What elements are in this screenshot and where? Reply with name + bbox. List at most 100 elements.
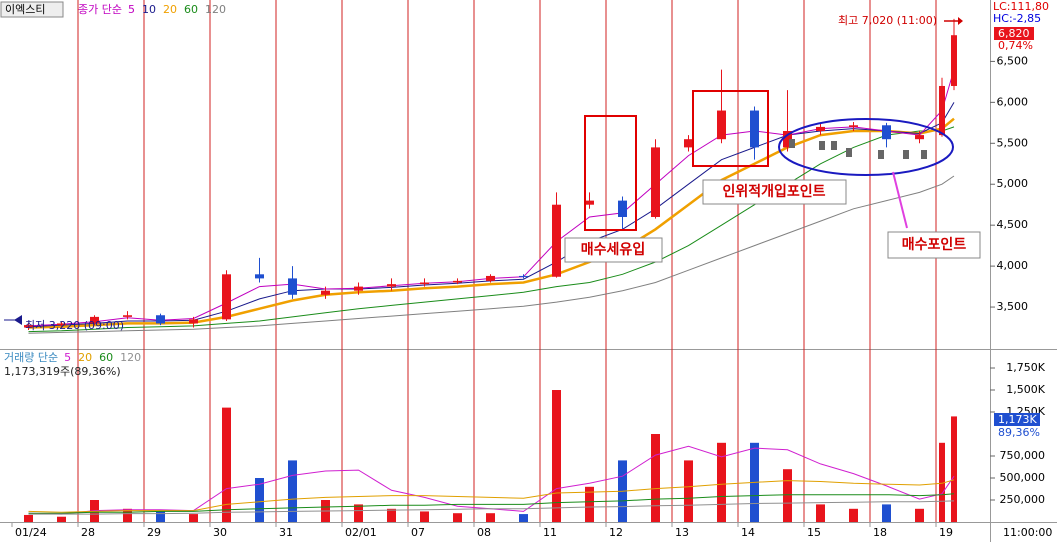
candle-body bbox=[387, 284, 396, 287]
legend-entry: 5 bbox=[64, 351, 71, 364]
volume-bar bbox=[519, 514, 528, 522]
candle-body bbox=[222, 274, 231, 320]
volume-ma-line bbox=[28, 500, 955, 515]
volume-bar bbox=[354, 504, 363, 522]
ma-line bbox=[28, 69, 955, 327]
annotation-label-box bbox=[564, 237, 663, 263]
legend-entry: 120 bbox=[120, 351, 141, 364]
y-tick-label: 4,000 bbox=[997, 259, 1029, 272]
volume-bar bbox=[486, 513, 495, 522]
info-label: HC:-2,85 bbox=[993, 12, 1041, 25]
candle-body bbox=[684, 139, 693, 148]
volume-bar bbox=[123, 508, 132, 522]
x-tick-label: 30 bbox=[213, 526, 227, 539]
last-price-box bbox=[994, 27, 1034, 40]
candle-body bbox=[939, 85, 945, 136]
legend-entry: 10 bbox=[142, 3, 156, 16]
volume-bar bbox=[222, 407, 231, 522]
last-volume-label: 1,173K bbox=[998, 413, 1037, 426]
annotation-label: 인위적개입포인트 bbox=[722, 183, 825, 200]
x-tick-label: 31 bbox=[279, 526, 293, 539]
y-tick-label: 5,500 bbox=[997, 136, 1029, 149]
last-volume-box bbox=[994, 413, 1040, 426]
candle-body bbox=[519, 275, 528, 277]
day-separators bbox=[11, 0, 937, 527]
volume-bar bbox=[783, 469, 792, 522]
x-tick-label: 08 bbox=[477, 526, 491, 539]
volume-bar bbox=[453, 513, 462, 522]
y-tick-label: 1,750K bbox=[1006, 361, 1045, 374]
y-tick-label: 6,000 bbox=[997, 95, 1029, 108]
candle-body bbox=[288, 278, 297, 295]
candle-body bbox=[453, 280, 462, 283]
candle-body bbox=[57, 323, 66, 326]
x-tick-label: 18 bbox=[873, 526, 887, 539]
volume-bar bbox=[882, 504, 891, 522]
high-label: 최고 7,020 (11:00) bbox=[838, 14, 937, 27]
volume-bar bbox=[684, 460, 693, 522]
candle-body bbox=[618, 200, 627, 217]
y-tick-label: 250,000 bbox=[1000, 493, 1046, 506]
hand-icons bbox=[789, 139, 927, 159]
y-tick-label: 750,000 bbox=[1000, 449, 1046, 462]
candle-body bbox=[849, 125, 858, 127]
volume-bar bbox=[849, 508, 858, 522]
time-label: 11:00:00 bbox=[1003, 526, 1052, 539]
ma-line bbox=[28, 102, 955, 328]
chart-title: 이엑스티 bbox=[5, 3, 45, 16]
legend-entry: 60 bbox=[184, 3, 198, 16]
candle-body bbox=[552, 204, 561, 277]
candle-body bbox=[915, 135, 924, 140]
y-tick-label: 4,500 bbox=[997, 218, 1029, 231]
legend-entry: 5 bbox=[128, 3, 135, 16]
candle-body bbox=[651, 147, 660, 217]
x-tick-label: 14 bbox=[741, 526, 755, 539]
x-tick-label: 12 bbox=[609, 526, 623, 539]
low-label: 최저 3,220 (09:00) bbox=[25, 319, 124, 332]
volume-bar bbox=[288, 460, 297, 522]
candle-body bbox=[717, 110, 726, 140]
candle-body bbox=[420, 282, 429, 285]
candle-body bbox=[24, 325, 33, 328]
ma-line bbox=[28, 175, 955, 334]
legend-entry: 120 bbox=[205, 3, 226, 16]
volume-ma-line bbox=[28, 493, 955, 514]
annotation-label: 매수세유입 bbox=[581, 242, 645, 258]
x-tick-label: 07 bbox=[411, 526, 425, 539]
volume-bar bbox=[387, 508, 396, 522]
volume-bar bbox=[552, 390, 561, 522]
annotation-label-box bbox=[887, 231, 981, 259]
y-tick-label: 500,000 bbox=[1000, 471, 1046, 484]
candle-body bbox=[951, 35, 957, 86]
candle-body bbox=[585, 200, 594, 205]
y-tick-label: 1,500K bbox=[1006, 383, 1045, 396]
volume-ma-line bbox=[28, 479, 955, 513]
volume-bar bbox=[420, 511, 429, 522]
legend-entry: 20 bbox=[163, 3, 177, 16]
candle-body bbox=[354, 286, 363, 291]
volume-bar bbox=[156, 511, 165, 522]
annotation-box bbox=[692, 90, 769, 167]
candle-body bbox=[486, 275, 495, 281]
candle-body bbox=[750, 110, 759, 148]
candle-body bbox=[123, 315, 132, 317]
y-tick-label: 3,500 bbox=[997, 300, 1029, 313]
candle-body bbox=[189, 319, 198, 324]
y-tick-label: 6,500 bbox=[997, 54, 1029, 67]
last-change-label: 0,74% bbox=[998, 39, 1033, 52]
marks: 01/24 28 29 30 31 02/01 07 08 11 12 13 14 15 18 19 3,50… bbox=[15, 18, 1046, 539]
x-tick-label: 15 bbox=[807, 526, 821, 539]
legend-entry: 60 bbox=[99, 351, 113, 364]
volume-bar bbox=[951, 416, 957, 522]
ma-line bbox=[28, 117, 955, 329]
candle-body bbox=[816, 126, 825, 132]
annotation-ellipse bbox=[778, 118, 954, 176]
annotation-label-box bbox=[702, 179, 847, 205]
candle-body bbox=[156, 315, 165, 324]
candle-body bbox=[321, 290, 330, 295]
volume-bar bbox=[717, 442, 726, 522]
annotation-label: 매수포인트 bbox=[902, 236, 967, 253]
x-tick-label: 29 bbox=[147, 526, 161, 539]
